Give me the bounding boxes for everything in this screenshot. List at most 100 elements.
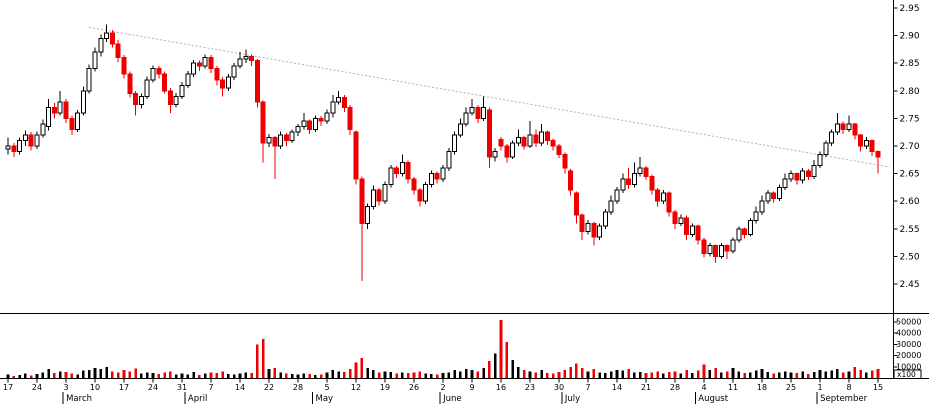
candle-body <box>614 189 620 202</box>
candle-body <box>46 106 52 128</box>
candle-body <box>637 167 643 175</box>
candle-body <box>51 106 57 114</box>
candle-body <box>556 145 562 155</box>
volume-bar <box>6 374 10 378</box>
price-tick-label: 2.65 <box>900 170 920 180</box>
volume-bar <box>737 371 741 378</box>
candle-body <box>399 162 405 175</box>
candle-body <box>846 123 852 130</box>
month-label: July <box>564 394 580 404</box>
volume-bar <box>754 370 758 378</box>
candle-body <box>707 244 713 255</box>
volume-bar <box>308 374 311 378</box>
volume-bar <box>528 371 532 378</box>
candle-body <box>133 93 139 106</box>
volume-bar <box>795 372 799 378</box>
candle-body <box>730 239 736 252</box>
volume-bar <box>627 369 630 378</box>
volume-bar <box>447 372 451 378</box>
candle-body <box>794 173 800 181</box>
candle-body <box>817 153 823 166</box>
candle-body <box>411 178 417 191</box>
date-tick-label: 1 <box>817 383 822 392</box>
candle-body <box>231 65 237 78</box>
candle-body <box>805 170 811 177</box>
candle-body <box>156 68 162 75</box>
candle-body <box>539 131 545 144</box>
candle-body <box>336 96 342 103</box>
candle-body <box>695 225 701 241</box>
month-label: August <box>698 394 728 404</box>
candle-body <box>225 76 231 89</box>
date-tick-label: 31 <box>177 383 187 392</box>
volume-bar <box>221 371 224 378</box>
month-label: September <box>820 394 867 404</box>
volume-bar <box>250 372 253 378</box>
volume-bar <box>372 370 375 378</box>
volume-bar <box>859 370 862 378</box>
candle-body <box>550 139 556 147</box>
volume-bar <box>435 374 439 378</box>
volume-bar <box>273 367 277 378</box>
candle-body <box>318 117 324 122</box>
volume-bar <box>691 372 694 378</box>
price-tick-label: 2.55 <box>900 225 920 235</box>
volume-tick-label: 30000 <box>896 340 921 349</box>
volume-bar <box>876 369 880 378</box>
volume-bar <box>337 371 340 378</box>
date-tick-label: 16 <box>496 383 506 392</box>
candle-body <box>237 58 243 67</box>
candle-body <box>127 73 133 95</box>
volume-bar <box>749 372 752 378</box>
volume-bar <box>569 366 572 378</box>
candle-body <box>359 178 365 224</box>
volume-bar <box>511 360 514 378</box>
volume-bar <box>789 372 793 378</box>
volume-bar <box>592 369 596 378</box>
candle-body <box>492 151 498 158</box>
date-tick-label: 4 <box>701 383 706 392</box>
candle-body <box>57 101 63 114</box>
price-pane <box>5 24 881 282</box>
date-tick-label: 17 <box>119 383 129 392</box>
volume-bar <box>412 372 416 378</box>
volume-bar <box>174 374 178 378</box>
volume-bar <box>818 370 822 378</box>
date-tick-label: 15 <box>873 383 883 392</box>
volume-bar <box>696 370 700 378</box>
candle-body <box>742 228 748 235</box>
candle-body <box>504 145 510 158</box>
candle-body <box>852 123 858 136</box>
date-tick-label: 12 <box>351 383 361 392</box>
volume-bar <box>116 372 120 378</box>
date-tick-label: 5 <box>324 383 329 392</box>
candle-body <box>423 184 429 202</box>
candle-body <box>579 214 585 233</box>
volume-bar <box>314 375 317 378</box>
date-tick-label: 8 <box>846 383 851 392</box>
candle-body <box>631 173 637 186</box>
candle-body <box>626 178 632 186</box>
volume-bar <box>778 372 781 378</box>
date-tick-label: 2 <box>440 383 445 392</box>
volume-bar <box>406 372 410 378</box>
candle-body <box>434 173 440 180</box>
volume-bar <box>87 370 91 378</box>
candle-body <box>655 189 661 202</box>
price-tick-label: 2.70 <box>900 142 920 152</box>
price-tick-label: 2.75 <box>900 114 920 124</box>
date-tick-label: 28 <box>293 383 303 392</box>
volume-bar <box>667 371 671 378</box>
volume-bar <box>169 371 172 378</box>
volume-bar <box>725 371 729 378</box>
volume-bar <box>644 372 648 378</box>
volume-bar <box>702 364 706 378</box>
candle-body <box>220 79 226 89</box>
candle-body <box>272 137 278 147</box>
volume-bar <box>824 371 828 378</box>
volume-pane <box>6 319 880 378</box>
volume-bar <box>354 362 358 378</box>
candle-body <box>196 62 202 67</box>
candle-body <box>481 106 487 119</box>
